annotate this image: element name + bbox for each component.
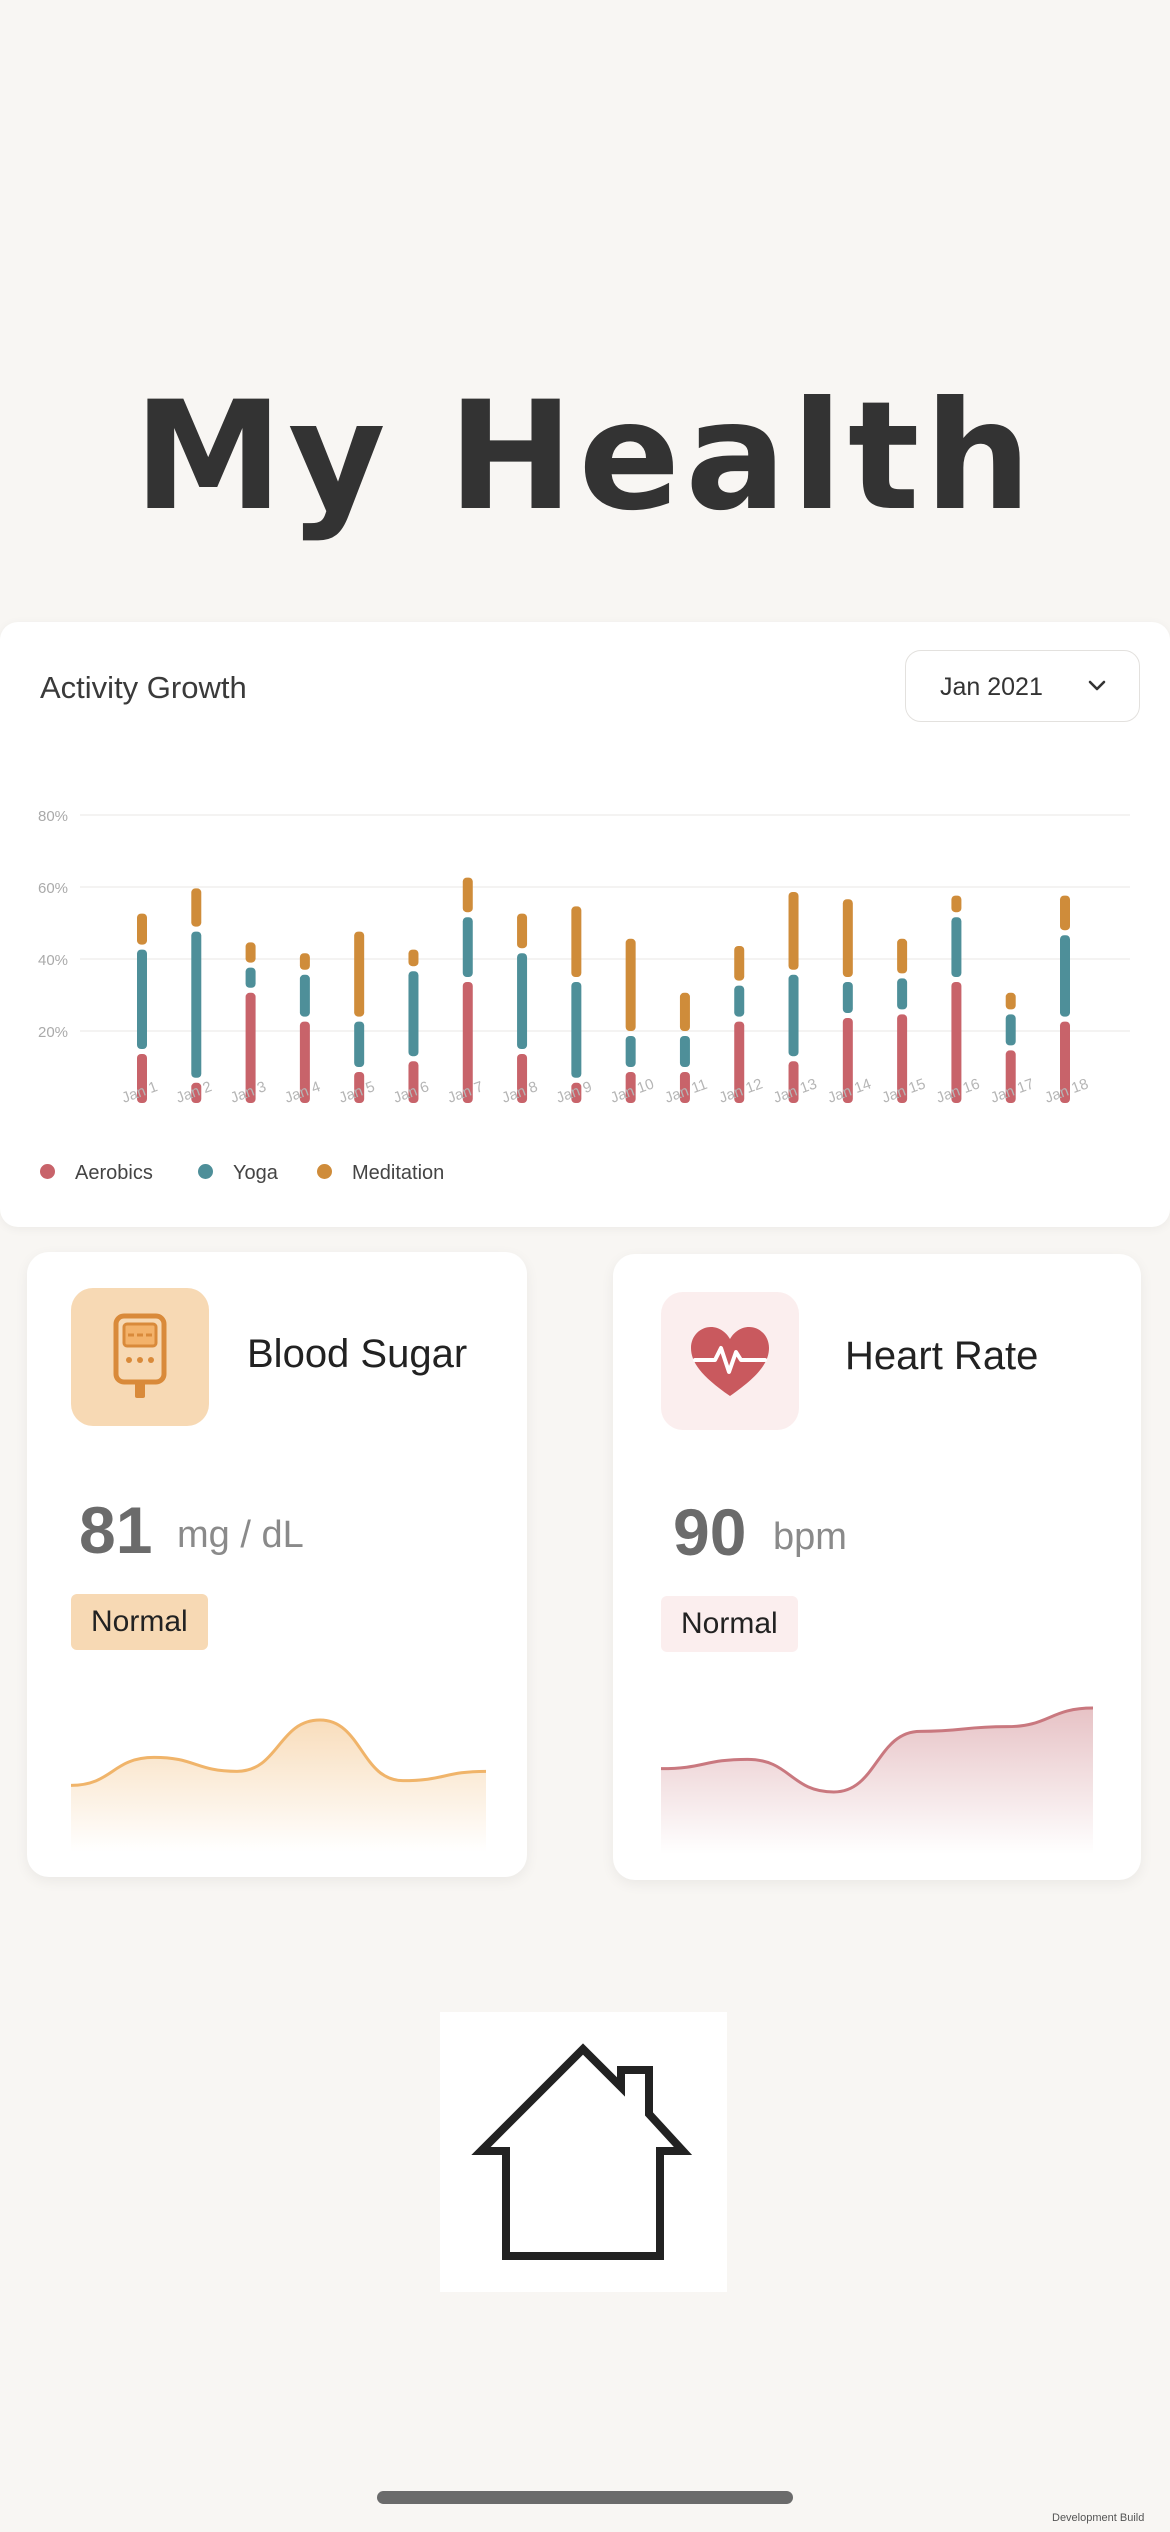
activity-growth-card: Activity Growth Jan 2021 20% 40% 60% 80% Jan… xyxy=(0,622,1170,1227)
bar-segment-aerobics xyxy=(897,1014,908,1103)
blood-sugar-unit: mg / dL xyxy=(177,1514,304,1556)
bar-segment-meditation xyxy=(462,877,473,913)
bar-segment-aerobics xyxy=(1060,1021,1070,1103)
heart-rate-value: 90 xyxy=(673,1495,747,1569)
blood-sugar-card[interactable]: Blood Sugar 81 mg / dL Normal xyxy=(27,1252,527,1877)
bar-segment-aerobics xyxy=(734,1021,745,1103)
bar-segment-yoga xyxy=(299,974,310,1017)
bar-segment-meditation xyxy=(245,942,256,963)
legend-label-aerobics: Aerobics xyxy=(75,1162,153,1184)
legend-dot-aerobics xyxy=(40,1164,55,1180)
bar-segment-aerobics xyxy=(679,1072,690,1103)
trend-line xyxy=(71,1718,486,1787)
blood-sugar-icon-box xyxy=(71,1288,209,1426)
heart-rate-title: Heart Rate xyxy=(845,1334,1039,1378)
legend-item-meditation: Meditation xyxy=(317,1162,444,1185)
bar-segment-meditation xyxy=(842,899,853,977)
bar-segment-aerobics xyxy=(788,1061,799,1103)
y-tick-label: 60% xyxy=(38,880,68,897)
blood-sugar-title: Blood Sugar xyxy=(247,1332,468,1376)
bar-segment-aerobics xyxy=(1005,1050,1016,1103)
bar-segment-meditation xyxy=(354,931,365,1017)
y-tick-label: 80% xyxy=(38,808,68,825)
bar-segment-yoga xyxy=(517,953,528,1049)
bar-segment-aerobics xyxy=(625,1072,636,1103)
bar-segment-aerobics xyxy=(245,992,256,1103)
page-title: My Health xyxy=(133,370,1037,544)
bar-segment-meditation xyxy=(734,946,745,981)
bar-segment-meditation xyxy=(951,895,962,913)
bar-segment-aerobics xyxy=(951,982,962,1103)
bar-segment-yoga xyxy=(788,974,799,1057)
bar-segment-yoga xyxy=(137,949,147,1049)
legend-dot-yoga xyxy=(198,1164,213,1180)
bar-segment-meditation xyxy=(191,888,202,927)
bar-segment-meditation xyxy=(625,938,636,1031)
bar-segment-aerobics xyxy=(191,1082,202,1103)
blood-sugar-value: 81 xyxy=(79,1493,153,1567)
blood-sugar-status-badge: Normal xyxy=(71,1594,208,1650)
blood-sugar-trend-chart xyxy=(71,1718,486,1852)
bar-segment-yoga xyxy=(1060,935,1070,1017)
bar-segment-yoga xyxy=(571,982,582,1078)
heart-rate-card[interactable]: Heart Rate 90 bpm Normal xyxy=(613,1254,1141,1880)
bar-segment-meditation xyxy=(299,953,310,970)
legend-item-aerobics: Aerobics xyxy=(40,1162,153,1185)
bar-segment-meditation xyxy=(897,938,908,974)
home-button[interactable] xyxy=(440,2012,727,2292)
bar-segment-aerobics xyxy=(517,1054,528,1103)
y-tick-label: 20% xyxy=(38,1024,68,1041)
chevron-down-icon xyxy=(1088,680,1106,691)
activity-growth-title: Activity Growth xyxy=(40,670,247,705)
bar-segment-yoga xyxy=(462,917,473,977)
legend-label-meditation: Meditation xyxy=(352,1162,445,1184)
bar-segment-yoga xyxy=(245,967,256,988)
bar-segment-yoga xyxy=(842,982,853,1013)
heart-rate-status-badge: Normal xyxy=(661,1596,798,1652)
trend-area xyxy=(71,1720,486,1852)
bar-segment-meditation xyxy=(1005,992,1016,1010)
home-indicator[interactable] xyxy=(377,2491,793,2504)
bar-segment-aerobics xyxy=(137,1054,147,1103)
activity-chart: 20%40%60%80%Jan 1 Jan 2 Jan 3 Jan 4 Jan 5 Jan… xyxy=(38,808,1130,1107)
trend-line xyxy=(661,1706,1093,1794)
bar-segment-yoga xyxy=(679,1036,690,1067)
legend-dot-meditation xyxy=(317,1164,332,1180)
bar-segment-yoga xyxy=(408,971,419,1057)
glucose-meter-icon xyxy=(113,1313,167,1398)
bar-segment-yoga xyxy=(191,931,202,1078)
bar-segment-meditation xyxy=(408,949,419,967)
bar-segment-yoga xyxy=(734,985,745,1017)
trend-area xyxy=(661,1708,1093,1854)
legend-item-yoga: Yoga xyxy=(198,1162,278,1185)
bar-segment-yoga xyxy=(951,917,962,977)
home-icon xyxy=(471,2043,693,2260)
bar-segment-aerobics xyxy=(462,982,473,1103)
bar-segment-meditation xyxy=(137,913,147,945)
bar-segment-aerobics xyxy=(354,1072,365,1103)
bar-segment-meditation xyxy=(571,906,582,977)
bar-segment-yoga xyxy=(897,978,908,1010)
month-select[interactable]: Jan 2021 xyxy=(905,650,1140,722)
y-tick-label: 40% xyxy=(38,952,68,969)
bar-segment-yoga xyxy=(354,1021,365,1067)
bar-segment-aerobics xyxy=(842,1018,853,1103)
heart-pulse-icon xyxy=(691,1327,769,1396)
bar-segment-meditation xyxy=(517,913,528,949)
heart-rate-unit: bpm xyxy=(773,1516,847,1558)
heart-rate-trend-chart xyxy=(661,1706,1093,1854)
build-watermark: Development Build xyxy=(1052,2512,1145,2524)
bar-segment-aerobics xyxy=(571,1082,582,1103)
month-select-value: Jan 2021 xyxy=(940,673,1043,701)
heart-rate-icon-box xyxy=(661,1292,799,1430)
bar-segment-meditation xyxy=(788,892,799,970)
bar-segment-yoga xyxy=(1005,1014,1016,1046)
bar-segment-aerobics xyxy=(299,1021,310,1103)
bar-segment-yoga xyxy=(625,1036,636,1067)
bar-segment-aerobics xyxy=(408,1061,419,1103)
bar-segment-meditation xyxy=(679,992,690,1031)
bar-segment-meditation xyxy=(1060,895,1070,931)
legend-label-yoga: Yoga xyxy=(233,1162,278,1184)
